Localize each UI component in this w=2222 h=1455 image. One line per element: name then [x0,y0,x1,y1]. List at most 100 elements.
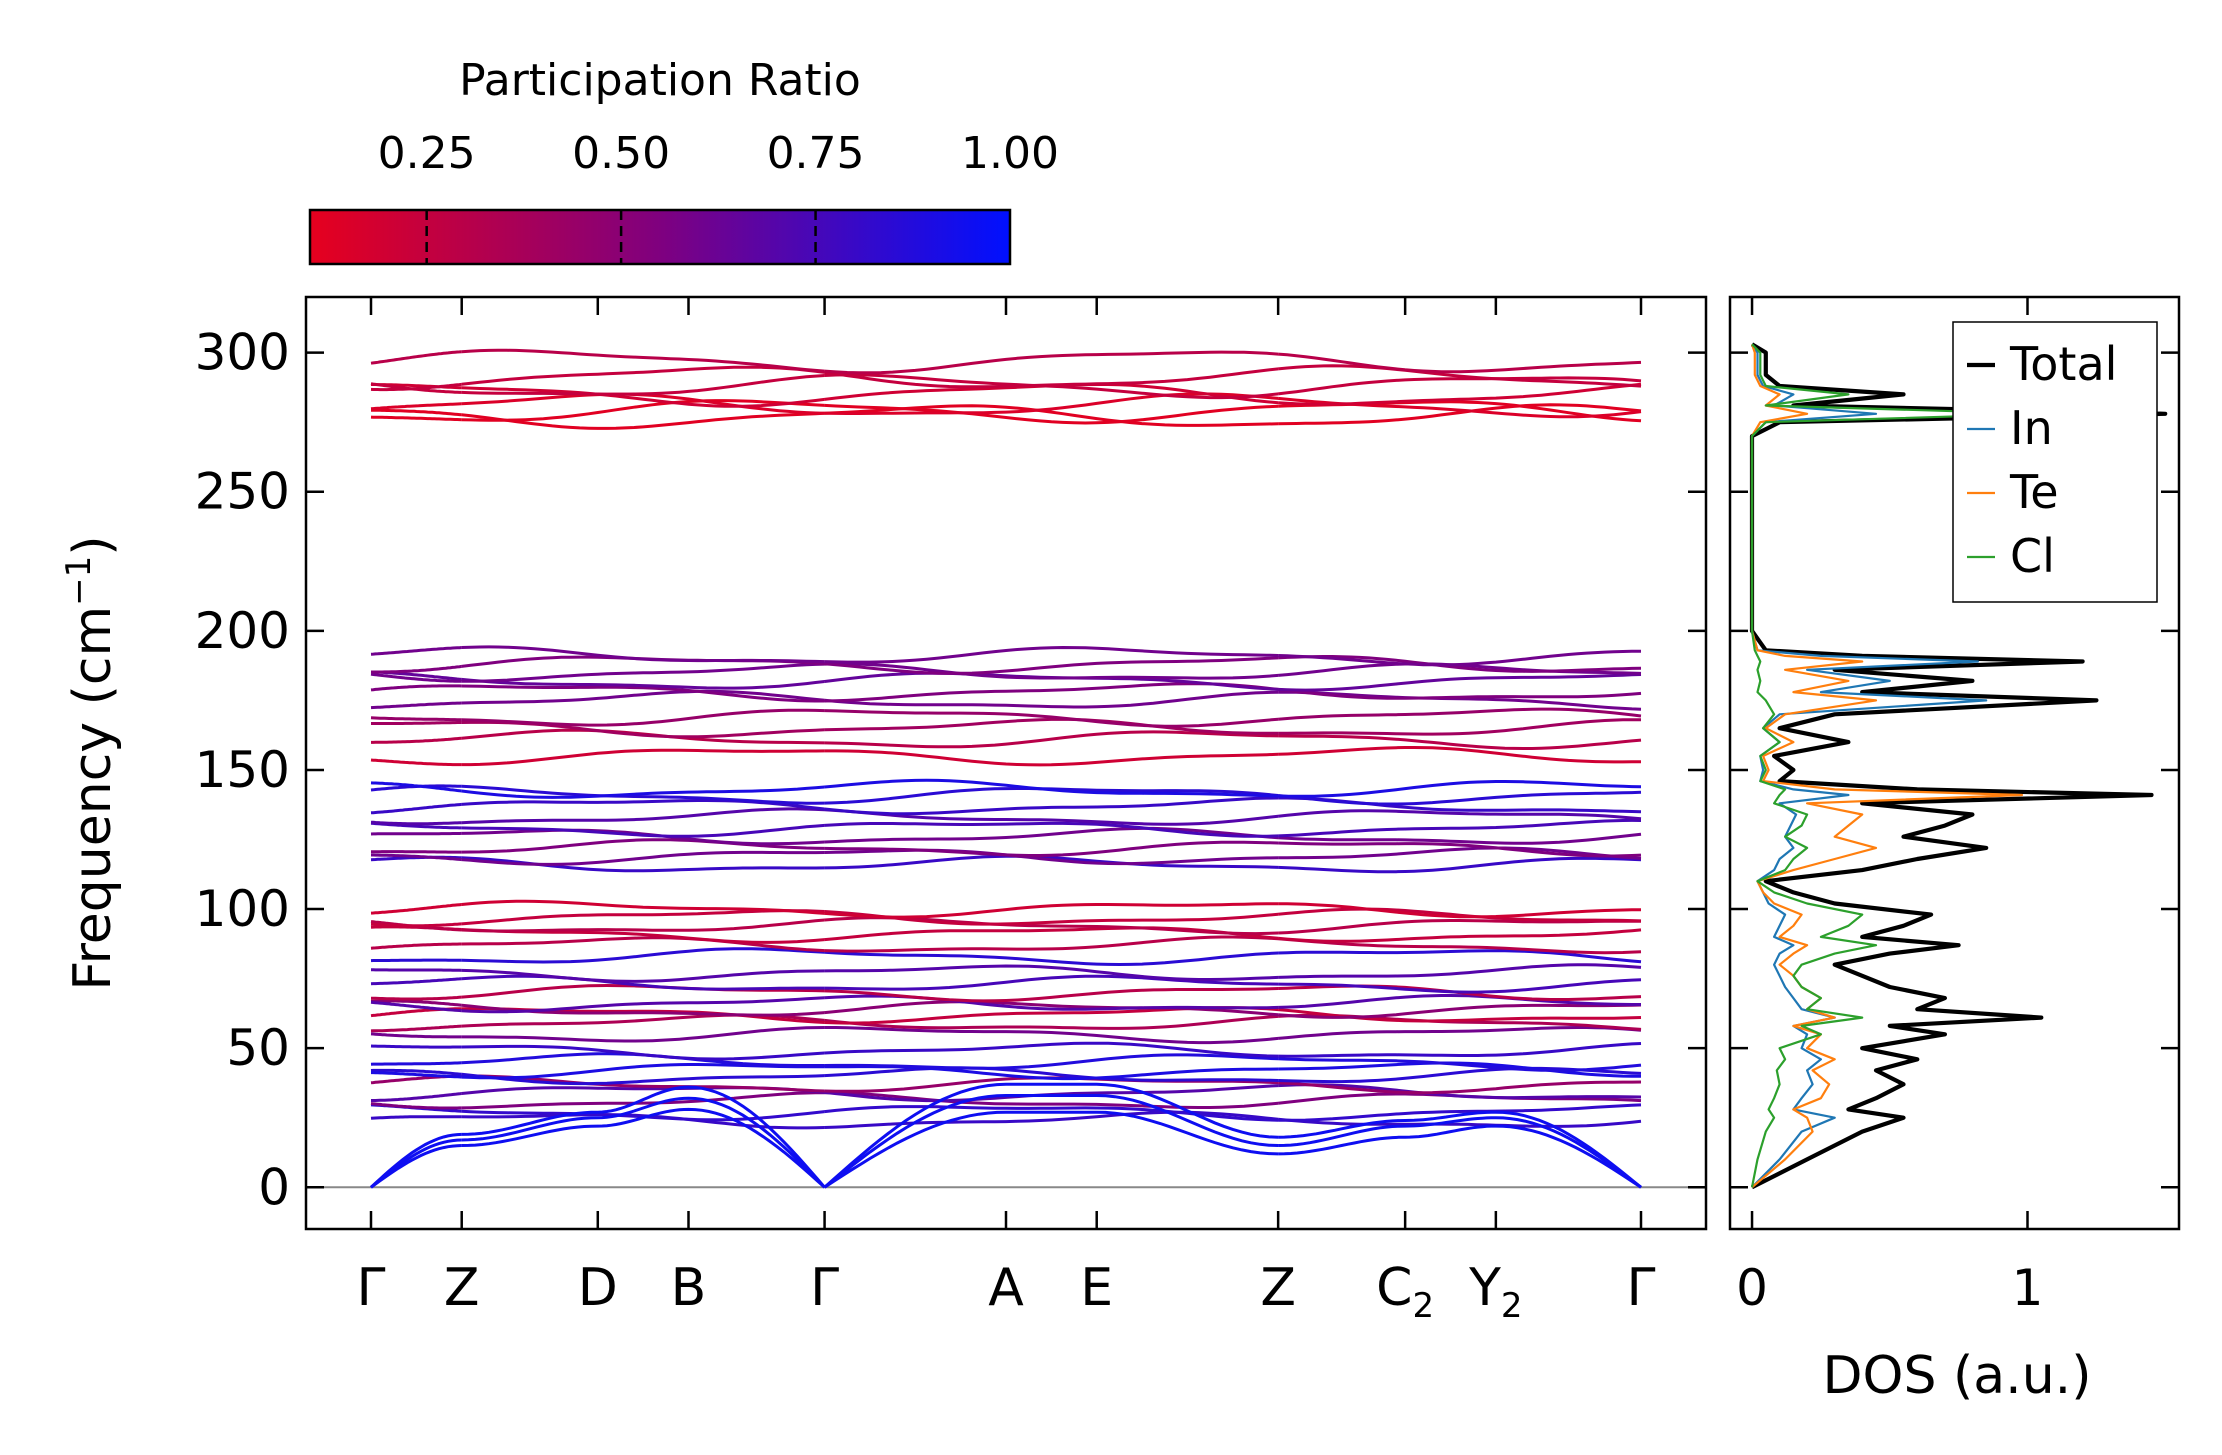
optical-band-line [825,673,1279,689]
optical-band-line [371,352,462,364]
optical-band-line [371,833,462,834]
optical-band-line [371,760,462,765]
acoustic-band-line [462,1109,825,1187]
optical-band-line [371,997,462,999]
optical-band-line [825,711,1279,727]
colorbar: Participation Ratio 0.25 0.50 0.75 1.00 [310,55,1059,264]
optical-band-line [371,970,462,971]
optical-band-line [1278,1010,1641,1021]
optical-band-line [462,664,825,681]
dos-x-tick-label: 0 [1736,1259,1768,1317]
y-tick-label: 150 [195,741,290,799]
optical-band-line [371,1063,462,1064]
optical-band-line [462,949,825,962]
optical-band-line [1278,736,1641,749]
optical-band-line [1278,709,1641,719]
optical-band-line [825,684,1279,701]
optical-band-line [825,352,1279,373]
colorbar-title: Participation Ratio [459,55,861,106]
optical-band-line [371,723,462,724]
colorbar-tick-label: 0.75 [767,128,865,179]
optical-band-line [371,1026,462,1031]
k-point-label: A [988,1258,1024,1318]
acoustic-band-line [1278,1126,1641,1187]
optical-band-line [1278,820,1641,836]
k-point-label: D [578,1258,618,1318]
optical-band-line [825,856,1279,868]
colorbar-tick-label: 0.50 [572,128,670,179]
optical-band-line [825,937,1279,951]
optical-band-line [1278,980,1641,992]
optical-band-line [825,1055,1279,1068]
k-point-label: Z [444,1258,480,1318]
k-point-label: Γ [1627,1258,1656,1318]
optical-band-line [1278,1044,1641,1057]
colorbar-tick-label: 1.00 [961,128,1059,179]
k-point-label: Γ [357,1258,386,1318]
k-point-label: B [671,1258,707,1318]
optical-band-line [371,738,462,742]
optical-band-line [371,804,462,812]
y-axis-label: Frequency (cm−1) [59,535,123,990]
dos-legend: Total In Te Cl [1953,322,2157,602]
k-point-label: Z [1260,1258,1296,1318]
optical-band-line [1278,921,1641,934]
legend-label: Total [2009,337,2117,391]
optical-band-line [462,911,825,924]
optical-band-line [1278,930,1641,941]
optical-band-line [1278,748,1641,762]
optical-band-line [371,960,462,961]
optical-band-line [1278,965,1641,978]
k-point-label: C2 [1376,1258,1434,1326]
optical-band-line [825,732,1279,747]
optical-band-line [462,710,825,725]
optical-band-line [1278,1105,1641,1120]
k-point-label: Γ [810,1258,839,1318]
k-point-label: E [1080,1258,1113,1318]
optical-band-line [1278,675,1641,691]
optical-band-line [371,979,462,984]
optical-band-line [1278,366,1641,386]
optical-band-line [462,830,825,844]
optical-band-line [462,852,825,864]
dos-axis-label: DOS (a.u.) [1823,1346,2092,1406]
optical-band-line [825,904,1279,917]
y-tick-label: 100 [195,880,290,938]
optical-band-line [371,1117,462,1119]
optical-band-line [462,1046,825,1059]
optical-band-line [1278,720,1641,734]
optical-band-line [462,750,825,764]
optical-band-line [825,751,1279,765]
optical-band-line [825,692,1279,707]
optical-band-line [371,703,462,708]
optical-band-line [462,920,825,931]
optical-band-line [371,1046,462,1047]
optical-band-line [371,924,462,926]
optical-band-line [371,648,462,655]
colorbar-tick-label: 0.25 [378,128,476,179]
acoustic-band-line [371,1146,462,1188]
optical-band-line [371,1034,462,1037]
optical-band-line [462,691,825,703]
optical-band-line [1278,811,1641,819]
optical-band-line [1278,1028,1641,1039]
colorbar-tick-labels: 0.25 0.50 0.75 1.00 [378,128,1059,179]
optical-band-line [1278,834,1641,843]
optical-band-line [462,809,825,823]
optical-band-line [462,840,825,852]
y-tick-label: 300 [195,324,290,382]
legend-label: Cl [2010,529,2055,583]
dos-x-tick-label: 1 [2012,1259,2044,1317]
optical-band-line [371,686,462,690]
optical-band-line [371,666,462,672]
optical-band-line [825,952,1279,964]
optical-band-line [371,944,462,948]
optical-band-line [371,1104,462,1109]
optical-band-line [1278,354,1641,372]
colorbar-gradient [310,210,1010,264]
y-tick-label: 50 [226,1019,290,1077]
optical-band-line [371,822,462,824]
legend-label: Te [2009,465,2059,519]
y-tick-label: 250 [195,463,290,521]
k-point-label: Y2 [1468,1258,1522,1326]
